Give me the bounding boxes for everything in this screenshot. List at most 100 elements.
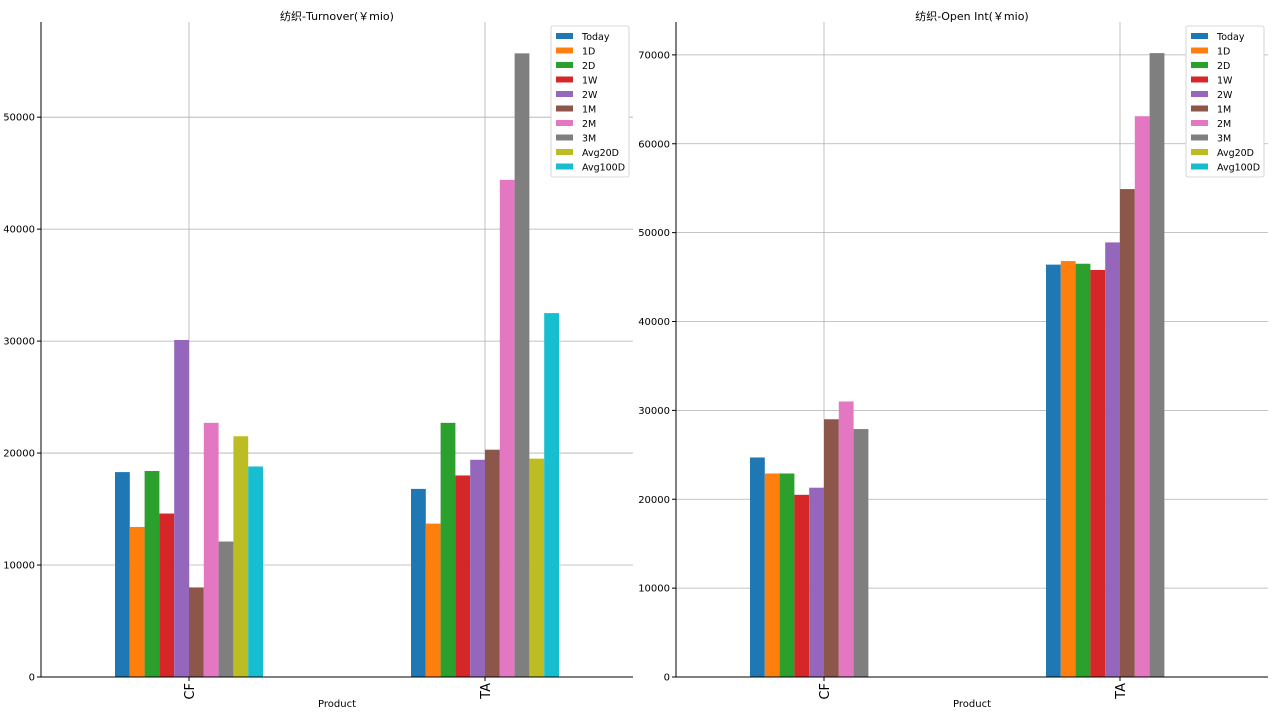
bar-2m-cf [203, 422, 219, 677]
legend-swatch-2w [1191, 91, 1208, 97]
bar-2d-ta [440, 422, 456, 677]
legend-label-1m: 1M [1217, 105, 1231, 116]
legend-swatch-3m [1191, 134, 1208, 141]
bar-1w-ta [455, 475, 471, 677]
bar-today-cf [750, 457, 765, 677]
x-tick-label: TA [479, 683, 494, 700]
legend-swatch-2d [1191, 62, 1208, 68]
chart-title: 纺织-Turnover(￥mio) [280, 9, 394, 23]
y-tick-label: 20000 [638, 495, 670, 506]
y-tick-label: 10000 [3, 561, 35, 572]
bar-avg20d-cf [233, 436, 249, 677]
x-tick-label: TA [1114, 683, 1129, 700]
y-tick-label: 40000 [3, 225, 35, 236]
bar-2d-ta [1075, 263, 1091, 677]
bar-today-ta [1046, 264, 1061, 677]
bar-avg100d-ta [544, 313, 559, 677]
legend-label-today: Today [1216, 32, 1245, 43]
y-tick-label: 60000 [638, 139, 670, 150]
y-tick-label: 30000 [3, 337, 35, 348]
bar-1m-cf [824, 419, 839, 677]
legend-label-2m: 2M [1217, 119, 1231, 130]
legend-swatch-2m [1191, 120, 1208, 126]
legend-label-avg100d: Avg100D [1217, 163, 1260, 174]
bar-1w-cf [159, 513, 175, 677]
legend-label-1w: 1W [1217, 76, 1233, 87]
bar-2d-cf [144, 470, 160, 677]
legend-swatch-avg100d [1191, 163, 1208, 170]
legend-swatch-2w [556, 91, 573, 97]
bar-3m-ta [1149, 53, 1165, 677]
y-tick-label: 40000 [638, 317, 670, 328]
legend-swatch-1d [556, 47, 573, 54]
bar-1w-cf [794, 494, 810, 677]
legend: Today 1D 2D 1W 2W 1M 2M 3M Avg20D Avg100D [1185, 25, 1265, 178]
legend-swatch-1m [1191, 105, 1208, 112]
x-axis-label: Product [953, 699, 991, 710]
legend-swatch-3m [556, 134, 573, 141]
chart-panel-1: 0 10000 20000 30000 40000 50000 CF TA Product 纺织-… [3, 9, 633, 710]
legend-swatch-1w [556, 76, 573, 83]
legend-label-avg20d: Avg20D [1217, 148, 1254, 159]
bar-3m-ta [514, 53, 530, 678]
legend-label-1d: 1D [582, 47, 595, 58]
bar-1m-ta [1120, 189, 1135, 677]
bar-avg20d-ta [529, 458, 545, 677]
x-tick-label: CF [183, 683, 198, 700]
legend-label-1w: 1W [582, 76, 598, 87]
legend-label-2d: 2D [1217, 61, 1230, 72]
bar-1w-ta [1090, 269, 1106, 677]
bar-2m-ta [1134, 116, 1150, 677]
bar-1m-cf [189, 587, 204, 677]
y-tick-label: 10000 [638, 584, 670, 595]
legend-swatch-today [556, 33, 573, 39]
legend-swatch-1d [1191, 47, 1208, 54]
bar-2w-cf [174, 339, 189, 677]
bar-1d-ta [1060, 261, 1076, 677]
bar-3m-cf [218, 541, 234, 677]
bar-2w-ta [470, 459, 485, 677]
bar-1d-cf [129, 526, 145, 677]
y-tick-label: 50000 [3, 113, 35, 124]
bar-2m-ta [499, 179, 515, 677]
bar-today-cf [115, 472, 130, 677]
chart-panel-2: 0 10000 20000 30000 40000 50000 60000 70000 CF TA… [638, 9, 1268, 710]
y-tick-label: 20000 [3, 449, 35, 460]
legend-label-3m: 3M [1217, 134, 1231, 145]
bar-2d-cf [779, 473, 795, 677]
x-tick-label: CF [818, 683, 833, 700]
legend-label-today: Today [581, 32, 610, 43]
bar-avg100d-cf [248, 466, 263, 677]
bar-1m-ta [485, 449, 500, 677]
legend-label-3m: 3M [582, 134, 596, 145]
bar-2m-cf [838, 401, 854, 677]
legend: Today 1D 2D 1W 2W 1M 2M 3M Avg20D Avg100D [550, 25, 630, 178]
y-tick-label: 30000 [638, 406, 670, 417]
legend-label-2w: 2W [1217, 90, 1233, 101]
bar-2w-ta [1105, 242, 1120, 678]
legend-label-2w: 2W [582, 90, 598, 101]
y-tick-label: 0 [29, 673, 35, 684]
x-axis-label: Product [318, 699, 356, 710]
legend-label-avg100d: Avg100D [582, 163, 625, 174]
bar-3m-cf [853, 429, 869, 677]
bar-today-ta [411, 488, 426, 677]
legend-swatch-avg100d [556, 163, 573, 170]
legend-swatch-avg20d [556, 149, 573, 155]
legend-swatch-2m [556, 120, 573, 126]
bar-2w-cf [809, 487, 824, 677]
legend-label-avg20d: Avg20D [582, 148, 619, 159]
bar-1d-ta [425, 523, 441, 677]
bar-1d-cf [764, 473, 780, 677]
legend-swatch-2d [556, 62, 573, 68]
legend-label-1d: 1D [1217, 47, 1230, 58]
chart-title: 纺织-Open Int(￥mio) [915, 9, 1028, 23]
legend-label-1m: 1M [582, 105, 596, 116]
y-tick-label: 0 [664, 673, 670, 684]
legend-swatch-1m [556, 105, 573, 112]
y-tick-label: 70000 [638, 50, 670, 61]
legend-label-2d: 2D [582, 61, 595, 72]
legend-label-2m: 2M [582, 119, 596, 130]
y-tick-label: 50000 [638, 228, 670, 239]
